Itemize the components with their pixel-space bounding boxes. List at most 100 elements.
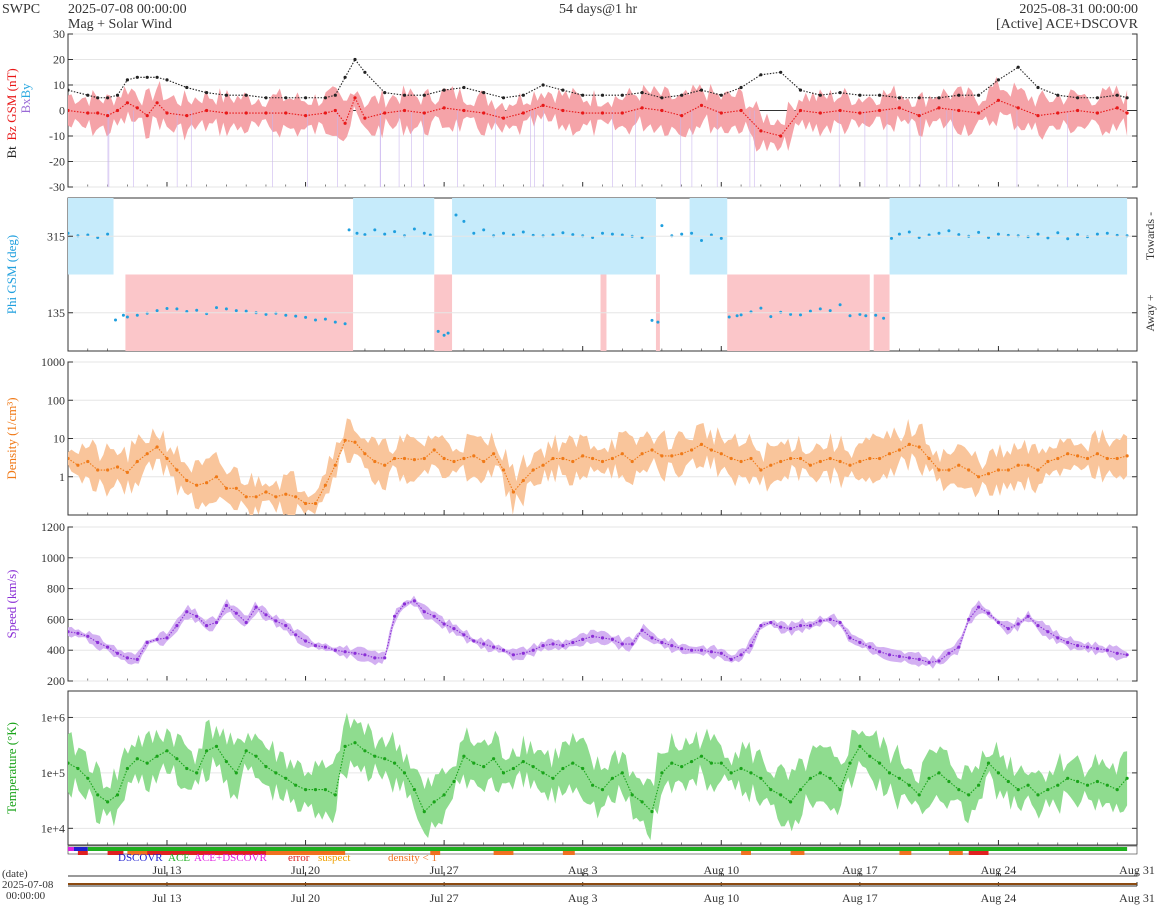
phi-point	[660, 224, 664, 228]
speed-point-link	[305, 640, 316, 647]
phi-panel: 315 135 Phi GSM (deg) Towards - Away +	[4, 197, 1157, 352]
temperature-point-link	[97, 794, 108, 803]
temperature-point-link	[621, 772, 633, 796]
bz-point-link	[483, 112, 504, 119]
temperature-point-link	[325, 789, 336, 796]
bt-point	[878, 93, 882, 97]
speed-point	[353, 651, 357, 655]
bz-point-link	[839, 109, 860, 114]
density-point-link	[314, 484, 326, 504]
bt-point-link	[503, 94, 524, 99]
phi-point	[383, 232, 387, 236]
temperature-point-link	[631, 794, 643, 803]
bt-point	[383, 91, 387, 95]
bt-point	[442, 88, 446, 92]
flag-density_lt1	[899, 851, 912, 855]
flag-error	[107, 851, 124, 855]
bt-point-link	[334, 77, 346, 96]
temperature-point	[897, 776, 902, 780]
density-point-link	[206, 476, 217, 484]
phi-point	[947, 229, 951, 233]
density-point-link	[1087, 453, 1098, 459]
bz-point-link	[701, 104, 722, 114]
temperature-point	[947, 779, 951, 784]
bz-point-link	[424, 107, 445, 114]
speed-point-link	[720, 652, 732, 660]
temperature-point-link	[394, 762, 405, 774]
bt-point-link	[721, 87, 742, 96]
speed-point	[887, 653, 892, 657]
temperature-point-link	[166, 750, 178, 760]
temperature-point-link	[829, 777, 841, 790]
x-tick-label: Aug 24	[981, 891, 1017, 905]
speed-point-link	[948, 646, 960, 654]
speed-point	[393, 614, 397, 618]
temperature-point	[660, 771, 664, 775]
bt-point	[1095, 96, 1099, 100]
phi-point	[890, 236, 893, 240]
phi-point	[656, 320, 660, 324]
bz-point-link	[978, 99, 999, 114]
phi-point	[882, 316, 886, 320]
speed-point-link	[740, 645, 752, 656]
density-point-link	[493, 453, 504, 471]
speed-point	[541, 644, 545, 648]
temperature-point	[353, 741, 357, 745]
phi-point	[363, 233, 367, 237]
phi-point	[155, 309, 159, 313]
bz-point	[1076, 108, 1080, 113]
bt-point-link	[740, 74, 762, 89]
density-point-link	[701, 443, 712, 451]
temperature-point	[798, 788, 803, 792]
density-point-link	[899, 443, 910, 451]
temperature-point	[551, 776, 555, 780]
density-point-link	[334, 440, 346, 466]
temperature-point-link	[354, 742, 366, 752]
density-point-link	[255, 491, 267, 498]
phi-point	[808, 309, 812, 313]
x-tick-label: Jul 27	[430, 863, 459, 877]
phi-point	[735, 314, 739, 318]
bz-point-link	[1116, 107, 1128, 114]
speed-point-link	[1027, 615, 1039, 626]
density-point	[967, 468, 971, 472]
phi-point	[175, 307, 179, 311]
phi-point	[977, 230, 981, 234]
bz-point	[501, 116, 506, 120]
phi-point	[284, 313, 288, 317]
temperature-point-link	[770, 789, 781, 796]
bz-point-link	[899, 107, 920, 117]
flag-density_lt1	[741, 851, 751, 855]
density-point-link	[117, 466, 128, 473]
bt-point-link	[424, 89, 445, 96]
temperature-point	[1125, 776, 1129, 780]
bz-point	[957, 108, 961, 113]
bz-point-link	[523, 104, 544, 114]
bz-label: Bz GSM (nT)	[4, 68, 19, 140]
temperature-point-link	[1017, 784, 1029, 791]
speed-point-link	[770, 621, 781, 628]
temperature-point	[878, 761, 882, 765]
speed-point-link	[235, 612, 247, 623]
temperature-point-link	[918, 777, 930, 796]
phi-point	[355, 231, 359, 235]
phi-point	[937, 231, 941, 235]
speed-point	[1016, 622, 1020, 626]
temperature-point-link	[532, 766, 544, 774]
phi-point	[864, 314, 868, 318]
temperature-point-link	[730, 767, 742, 774]
density-ytick-label: 1000	[41, 355, 65, 369]
speed-ytick-label: 200	[47, 674, 65, 688]
bz-point-link	[859, 109, 880, 114]
flag-density_lt1	[948, 851, 963, 855]
speed-point-link	[453, 628, 465, 636]
towards-label: Towards -	[1143, 212, 1157, 260]
phi-point	[244, 309, 248, 313]
bz-point	[383, 111, 387, 115]
temperature-point-link	[275, 772, 287, 779]
phi-point	[848, 314, 852, 318]
density-point-link	[433, 449, 445, 459]
density-point	[492, 452, 496, 456]
phi-point	[224, 307, 228, 311]
